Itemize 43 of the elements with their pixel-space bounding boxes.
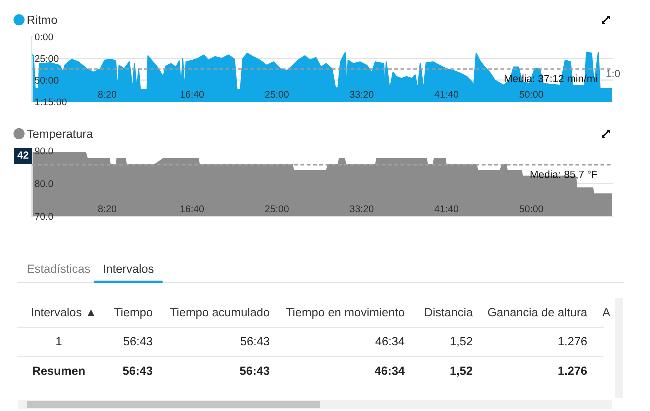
x-tick-label: 41:40 [434,91,459,98]
x-tick-label: 8:20 [98,206,117,213]
x-tick-label: 33:20 [350,91,374,98]
x-tick-label: 41:40 [434,206,459,213]
text: Intervalos ▲ [32,308,95,317]
y-tick-label: 70.0 [35,213,54,220]
annotation: 1:0 [606,70,620,78]
y-tick-label: 0:00 [35,34,54,41]
x-tick-label: 8:20 [98,91,117,98]
text: 46:34 [374,366,405,376]
y-tick-label: 90.0 [35,148,54,155]
text: 56:43 [240,366,270,376]
text: 1.276 [558,366,588,376]
category-label: A [602,308,610,317]
text: 1,52 [450,366,473,377]
x-tick-label: 33:20 [350,206,374,213]
ref-line-label: Media: 85,7 °F [530,170,598,180]
x-tick-label: 50:00 [520,91,544,98]
text: 42 [18,152,29,159]
category-label: Tiempo [114,308,153,319]
text: 1.276 [558,337,587,346]
category-label: Tiempo acumulado [170,308,270,319]
y-tick-label: 25:00 [35,55,59,62]
category-label: Tiempo en movimiento [286,308,405,319]
legend-label: Ritmo [28,16,58,24]
category-label: Distancia [425,308,473,317]
text: 46:34 [376,337,405,346]
category-label: 1 [56,337,62,346]
text: 56:43 [123,366,153,376]
text: 56:43 [124,337,152,346]
text: 1,52 [450,337,472,348]
category-label: Resumen [33,366,85,376]
category-label: Ganancia de altura [488,308,588,317]
x-tick-label: 25:00 [265,91,289,98]
text: 56:43 [240,337,270,346]
x-tick-label: 25:00 [265,206,289,213]
x-tick-label: 16:40 [180,206,204,213]
y-tick-label: 80.0 [35,180,54,188]
x-tick-label: 16:40 [180,91,204,98]
x-tick-label: 50:00 [520,206,544,213]
legend-label: Temperatura [27,130,94,141]
text: Estadísticas [28,264,90,274]
text: Intervalos [104,264,154,274]
